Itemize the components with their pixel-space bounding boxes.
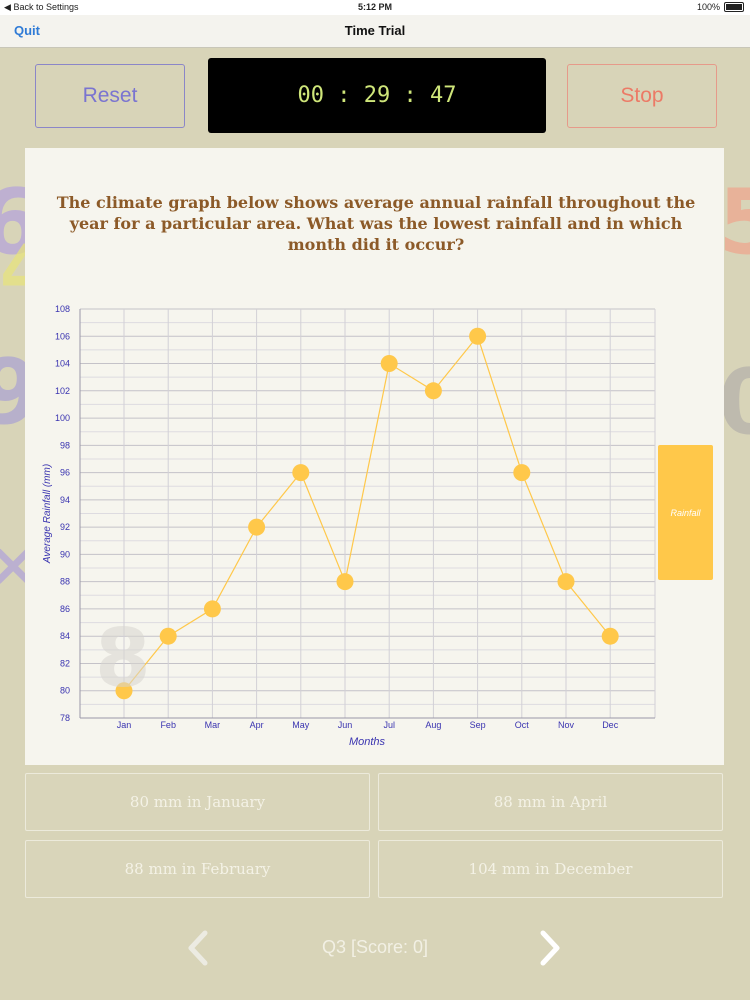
y-tick-label: 92 [60, 522, 70, 532]
status-time: 5:12 PM [357, 2, 392, 12]
y-tick-label: 100 [55, 413, 70, 423]
y-axis-label: Average Rainfall (mm) [42, 464, 53, 564]
answer-option[interactable]: 80 mm in January [25, 773, 370, 831]
x-tick-label: Oct [515, 720, 530, 730]
back-to-settings-link[interactable]: ◀ Back to Settings [4, 2, 78, 13]
x-tick-label: Aug [425, 720, 441, 730]
answer-option[interactable]: 104 mm in December [378, 840, 723, 898]
legend-label: Rainfall [670, 507, 701, 518]
data-point [248, 518, 266, 536]
reset-button[interactable]: Reset [35, 64, 185, 128]
page-title: Time Trial [344, 23, 406, 38]
nav-bar: Quit Time Trial [0, 15, 750, 48]
y-tick-label: 102 [55, 386, 70, 396]
x-tick-label: Mar [205, 720, 221, 730]
x-axis-label: Months [349, 736, 386, 748]
data-point [469, 327, 487, 345]
y-tick-label: 98 [60, 440, 70, 450]
x-tick-label: Nov [558, 720, 575, 730]
y-tick-label: 90 [60, 549, 70, 559]
y-tick-label: 96 [60, 468, 70, 478]
data-point [115, 682, 133, 700]
data-point [601, 627, 619, 645]
question-text: The climate graph below shows average an… [56, 193, 696, 254]
series-line [123, 335, 611, 692]
back-triangle-icon: ◀ [4, 2, 11, 12]
x-tick-label: Jul [383, 720, 395, 730]
data-point [424, 382, 442, 400]
chart-legend: Rainfall [658, 445, 713, 580]
data-point [513, 464, 531, 482]
x-tick-label: Jan [117, 720, 132, 730]
data-point [203, 600, 221, 618]
y-tick-label: 82 [60, 658, 70, 668]
y-tick-label: 88 [60, 577, 70, 587]
battery-icon [724, 2, 744, 12]
y-tick-label: 106 [55, 331, 70, 341]
answer-option[interactable]: 88 mm in April [378, 773, 723, 831]
y-tick-label: 84 [60, 631, 70, 641]
x-tick-label: Apr [250, 720, 264, 730]
x-tick-label: Sep [470, 720, 486, 730]
y-tick-label: 104 [55, 359, 70, 369]
y-tick-label: 86 [60, 604, 70, 614]
data-point [292, 464, 310, 482]
answer-option[interactable]: 88 mm in February [25, 840, 370, 898]
data-point [557, 573, 575, 591]
chevron-left-icon[interactable] [183, 930, 213, 966]
y-tick-label: 94 [60, 495, 70, 505]
x-tick-label: Jun [338, 720, 353, 730]
y-tick-label: 78 [60, 713, 70, 723]
status-bar: ◀ Back to Settings 5:12 PM 100% [0, 0, 750, 15]
data-point [336, 573, 354, 591]
battery-indicator: 100% [697, 2, 744, 12]
score-label: Q3 [Score: 0] [321, 937, 429, 957]
x-tick-label: May [292, 720, 310, 730]
timer-display: 00 : 29 : 47 [208, 58, 546, 133]
x-tick-label: Dec [602, 720, 619, 730]
data-point [380, 355, 398, 373]
chevron-right-icon[interactable] [535, 930, 565, 966]
x-tick-label: Feb [160, 720, 176, 730]
stop-button[interactable]: Stop [567, 64, 717, 128]
battery-percent: 100% [696, 2, 720, 12]
y-tick-label: 80 [60, 686, 70, 696]
back-label: Back to Settings [13, 2, 79, 12]
quit-button[interactable]: Quit [14, 23, 40, 38]
y-tick-label: 108 [55, 304, 70, 314]
data-point [159, 627, 177, 645]
rainfall-chart: 78 80 82 84 86 88 90 92 94 96 98 100 102 104 106 108 Jan… [42, 304, 656, 748]
